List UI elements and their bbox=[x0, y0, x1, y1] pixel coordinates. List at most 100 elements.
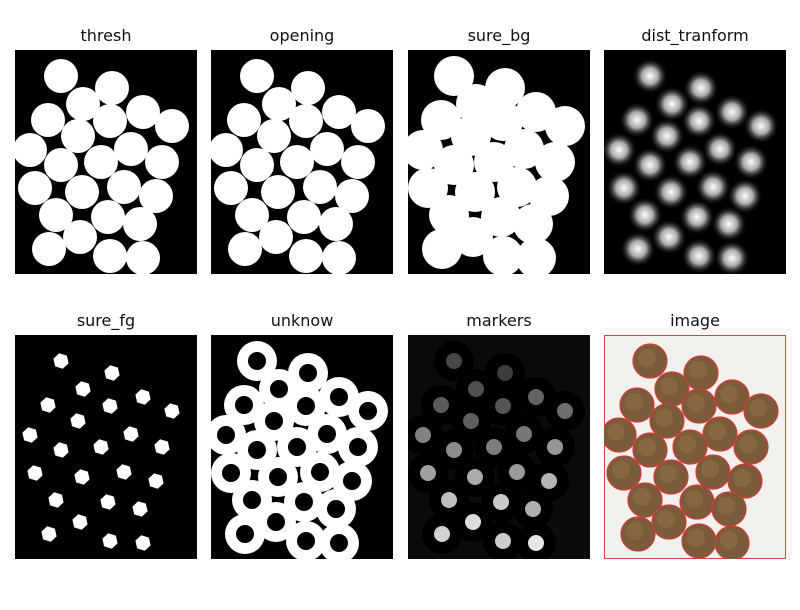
coin-blob bbox=[303, 170, 337, 204]
foreground-seed bbox=[100, 494, 116, 510]
coin-blob bbox=[421, 100, 461, 140]
coin-blob bbox=[497, 167, 537, 207]
distance-peak bbox=[672, 144, 708, 180]
coin-highlight bbox=[625, 393, 643, 411]
marker-seed bbox=[486, 439, 502, 455]
foreground-seed bbox=[75, 381, 91, 397]
coin-blob bbox=[280, 145, 314, 179]
ring-hole bbox=[295, 493, 313, 511]
coin-blob bbox=[18, 171, 52, 205]
ring-hole bbox=[311, 463, 329, 481]
ring-hole bbox=[265, 412, 283, 430]
coin-blob bbox=[453, 217, 493, 257]
distance-peak bbox=[654, 86, 690, 122]
coin-blob bbox=[310, 132, 344, 166]
coin-blob bbox=[319, 207, 353, 241]
panel-title: opening bbox=[269, 26, 335, 45]
marker-seed bbox=[420, 465, 436, 481]
foreground-seed bbox=[102, 533, 118, 549]
coin-blob bbox=[126, 95, 160, 129]
marker-seed bbox=[528, 535, 544, 551]
coin-blob bbox=[483, 236, 523, 274]
distance-peak bbox=[711, 206, 747, 242]
distance-peak bbox=[733, 144, 769, 180]
coin-blob bbox=[504, 129, 544, 169]
distance-peak bbox=[627, 197, 663, 233]
sure-bg-canvas bbox=[408, 56, 585, 274]
markers-canvas bbox=[408, 341, 585, 559]
marker-seed bbox=[433, 397, 449, 413]
foreground-seed bbox=[93, 439, 109, 455]
coin-blob bbox=[61, 119, 95, 153]
coin-blob bbox=[287, 200, 321, 234]
coin-blob bbox=[44, 148, 78, 182]
dist-tranform-canvas bbox=[604, 58, 779, 274]
panel-title: image bbox=[670, 311, 720, 330]
coin-blob bbox=[289, 239, 323, 273]
coin-blob bbox=[434, 145, 474, 185]
distance-peak bbox=[727, 178, 763, 214]
opening-image bbox=[211, 50, 393, 274]
panel-title: markers bbox=[466, 311, 532, 330]
foreground-seed bbox=[164, 403, 180, 419]
coin-blob bbox=[95, 71, 129, 105]
marker-seed bbox=[415, 427, 431, 443]
ring-hole bbox=[269, 468, 287, 486]
coin-blob bbox=[32, 232, 66, 266]
marker-seed bbox=[434, 526, 450, 542]
marker-seed bbox=[495, 398, 511, 414]
distance-peak bbox=[604, 132, 637, 168]
coin-highlight bbox=[708, 422, 726, 440]
coin-blob bbox=[139, 179, 173, 213]
coin-highlight bbox=[687, 394, 705, 412]
opening-canvas bbox=[211, 59, 385, 274]
coin-blob bbox=[434, 56, 474, 96]
thresh-image bbox=[15, 50, 197, 274]
coin-highlight bbox=[739, 435, 757, 453]
coin-blob bbox=[107, 170, 141, 204]
panel-title: sure_fg bbox=[76, 311, 136, 330]
marker-seed bbox=[547, 439, 563, 455]
distance-peak bbox=[714, 240, 750, 274]
foreground-seed bbox=[123, 426, 139, 442]
coin-blob bbox=[66, 87, 100, 121]
marker-seed bbox=[467, 469, 483, 485]
distance-peak bbox=[681, 238, 717, 274]
coin-blob bbox=[145, 145, 179, 179]
coins-photo bbox=[604, 335, 786, 559]
marker-seed bbox=[441, 492, 457, 508]
coin-highlight bbox=[701, 460, 719, 478]
coin-highlight bbox=[612, 461, 630, 479]
distance-peak bbox=[743, 108, 779, 144]
marker-seed bbox=[528, 389, 544, 405]
marker-seed bbox=[509, 464, 525, 480]
unknow-image bbox=[211, 335, 393, 559]
coin-blob bbox=[84, 145, 118, 179]
coin-blob bbox=[335, 179, 369, 213]
foreground-seed bbox=[104, 365, 120, 381]
foreground-seed bbox=[53, 442, 69, 458]
foreground-seed bbox=[70, 413, 86, 429]
coin-blob bbox=[63, 220, 97, 254]
ring-hole bbox=[349, 438, 367, 456]
marker-seed bbox=[493, 494, 509, 510]
coin-highlight bbox=[720, 531, 738, 549]
coin-highlight bbox=[638, 438, 656, 456]
marker-seed bbox=[463, 413, 479, 429]
marker-seed bbox=[497, 365, 513, 381]
ring-hole bbox=[297, 397, 315, 415]
coin-highlight bbox=[659, 465, 677, 483]
panel-title: sure_bg bbox=[467, 26, 531, 45]
coin-highlight bbox=[638, 349, 656, 367]
coin-highlight bbox=[655, 409, 673, 427]
coins-photo-canvas bbox=[604, 343, 779, 559]
coin-blob bbox=[227, 103, 261, 137]
ring-hole bbox=[236, 525, 254, 543]
foreground-seed bbox=[72, 514, 88, 530]
coin-blob bbox=[31, 103, 65, 137]
coin-highlight bbox=[660, 377, 678, 395]
coin-blob bbox=[481, 197, 521, 237]
ring-hole bbox=[235, 396, 253, 414]
coin-blob bbox=[262, 87, 296, 121]
distance-peak bbox=[606, 170, 642, 206]
